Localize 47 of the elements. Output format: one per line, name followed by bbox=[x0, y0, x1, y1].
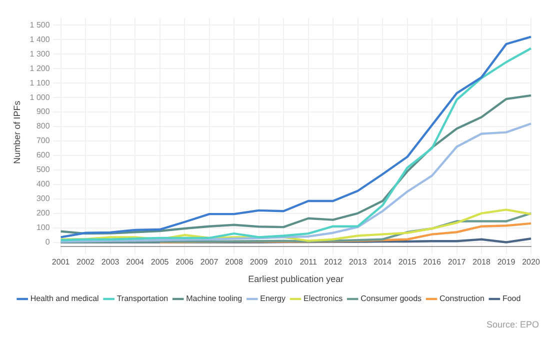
y-tick-label: 1 300 bbox=[30, 49, 50, 58]
y-tick-label: 300 bbox=[36, 194, 50, 204]
legend-label: Electronics bbox=[303, 294, 343, 304]
x-tick-label: 2018 bbox=[472, 258, 491, 267]
legend-label: Transportation bbox=[116, 294, 168, 304]
x-tick-label: 2006 bbox=[176, 258, 194, 267]
y-tick-label: 400 bbox=[36, 180, 50, 189]
x-tick-label: 2020 bbox=[522, 258, 540, 267]
x-tick-label: 2015 bbox=[398, 258, 417, 267]
x-tick-label: 2010 bbox=[274, 258, 293, 267]
x-tick-label: 2012 bbox=[324, 258, 342, 267]
x-axis-title: Earliest publication year bbox=[248, 274, 344, 284]
x-tick-label: 2009 bbox=[250, 258, 268, 267]
y-tick-label: 900 bbox=[36, 107, 50, 116]
source-note: Source: EPO bbox=[486, 319, 539, 330]
y-tick-label: 1 000 bbox=[30, 92, 50, 102]
legend-label: Food bbox=[502, 294, 521, 304]
y-axis-title: Number of IPFs bbox=[12, 100, 22, 164]
x-tick-label: 2011 bbox=[300, 258, 318, 267]
x-tick-label: 2003 bbox=[101, 258, 120, 267]
x-tick-label: 2013 bbox=[348, 258, 368, 267]
y-tick-label: 1 500 bbox=[30, 20, 50, 30]
y-tick-label: 800 bbox=[36, 122, 50, 131]
y-tick-label: 0 bbox=[45, 237, 50, 246]
y-tick-label: 1 400 bbox=[30, 34, 50, 44]
x-tick-label: 2005 bbox=[150, 258, 170, 267]
x-tick-label: 2004 bbox=[126, 258, 145, 267]
x-tick-label: 2001 bbox=[52, 258, 70, 267]
legend-label: Construction bbox=[440, 294, 484, 304]
x-tick-label: 2008 bbox=[225, 258, 244, 267]
y-tick-label: 100 bbox=[36, 222, 50, 232]
legend-label: Health and medical bbox=[30, 294, 100, 304]
y-tick-label: 1 200 bbox=[30, 64, 50, 73]
y-tick-label: 700 bbox=[36, 136, 50, 146]
x-tick-label: 2014 bbox=[374, 258, 392, 267]
x-tick-label: 2002 bbox=[76, 258, 96, 267]
legend-label: Energy bbox=[260, 294, 286, 304]
y-tick-label: 200 bbox=[36, 208, 50, 218]
legend-label: Machine tooling bbox=[186, 294, 242, 304]
x-tick-label: 2017 bbox=[448, 258, 466, 267]
legend-label: Consumer goods bbox=[360, 294, 422, 304]
x-tick-label: 2007 bbox=[200, 258, 219, 267]
y-tick-label: 600 bbox=[36, 150, 50, 160]
y-tick-label: 500 bbox=[36, 165, 50, 174]
x-tick-label: 2019 bbox=[497, 258, 516, 267]
x-tick-label: 2016 bbox=[423, 258, 442, 267]
y-tick-label: 1 100 bbox=[30, 78, 50, 88]
